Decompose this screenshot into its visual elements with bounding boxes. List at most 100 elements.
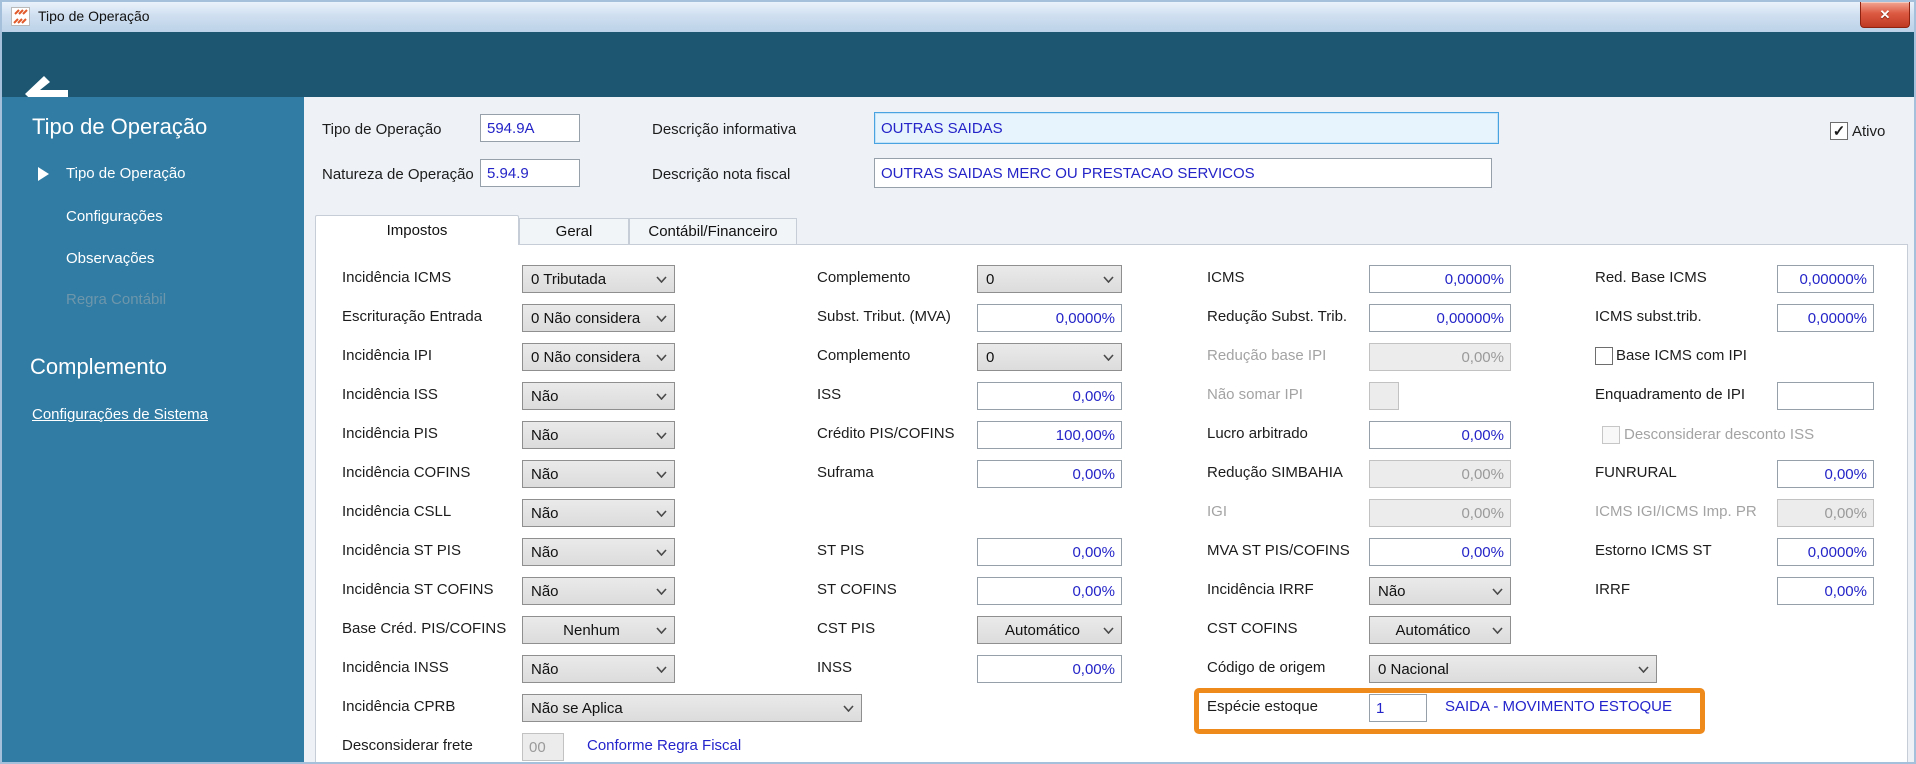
irrf-label: IRRF bbox=[1595, 581, 1630, 598]
incidencia-ipi-label: Incidência IPI bbox=[342, 347, 433, 364]
titlebar: Tipo de Operação ✕ bbox=[2, 2, 1914, 33]
chevron-down-icon bbox=[1103, 626, 1114, 634]
icms-subst-trib-input[interactable]: 0,0000% bbox=[1777, 304, 1874, 332]
estorno-icms-st-input[interactable]: 0,0000% bbox=[1777, 538, 1874, 566]
incidencia-cprb-label: Incidência CPRB bbox=[342, 698, 456, 715]
incidencia-csll-select[interactable]: Não bbox=[522, 499, 675, 527]
enquadramento-de-ipi-input[interactable] bbox=[1777, 382, 1874, 410]
base-cred-pis-cofins-label: Base Créd. PIS/COFINS bbox=[342, 620, 507, 637]
enquadramento-de-ipi-label: Enquadramento de IPI bbox=[1595, 386, 1746, 403]
chevron-down-icon bbox=[656, 392, 667, 400]
red-base-icms-input[interactable]: 0,00000% bbox=[1777, 265, 1874, 293]
icms-input[interactable]: 0,0000% bbox=[1369, 265, 1511, 293]
suframa-input[interactable]: 0,00% bbox=[977, 460, 1122, 488]
reducao-base-ipi-label: Redução base IPI bbox=[1207, 347, 1327, 364]
complemento-icms-select[interactable]: 0 bbox=[977, 265, 1122, 293]
cst-cofins-select[interactable]: Automático bbox=[1369, 616, 1511, 644]
close-button[interactable]: ✕ bbox=[1860, 2, 1910, 28]
st-pis-input[interactable]: 0,00% bbox=[977, 538, 1122, 566]
incidencia-cprb-select[interactable]: Não se Aplica bbox=[522, 694, 862, 722]
cst-cofins-label: CST COFINS bbox=[1207, 620, 1298, 637]
incidencia-irrf-select[interactable]: Não bbox=[1369, 577, 1511, 605]
incidencia-ipi-select[interactable]: 0 Não considera bbox=[522, 343, 675, 371]
base-cred-pis-cofins-select[interactable]: Nenhum bbox=[522, 616, 675, 644]
incidencia-icms-select[interactable]: 0 Tributada bbox=[522, 265, 675, 293]
irrf-input[interactable]: 0,00% bbox=[1777, 577, 1874, 605]
app-icon bbox=[11, 7, 30, 26]
descricao-nota-fiscal-label: Descrição nota fiscal bbox=[652, 166, 791, 183]
tipo-operacao-input[interactable]: 594.9A bbox=[480, 114, 580, 142]
reducao-simbahia-input: 0,00% bbox=[1369, 460, 1511, 488]
descricao-nota-fiscal-input[interactable]: OUTRAS SAIDAS MERC OU PRESTACAO SERVICOS bbox=[874, 158, 1492, 188]
inss-label: INSS bbox=[817, 659, 853, 676]
icms-igi-imp-pr-input: 0,00% bbox=[1777, 499, 1874, 527]
natureza-operacao-input[interactable]: 5.94.9 bbox=[480, 159, 580, 187]
descricao-informativa-input[interactable]: OUTRAS SAIDAS bbox=[874, 112, 1499, 144]
descricao-informativa-label: Descrição informativa bbox=[652, 121, 797, 138]
mva-st-pis-cofins-input[interactable]: 0,00% bbox=[1369, 538, 1511, 566]
funrural-label: FUNRURAL bbox=[1595, 464, 1677, 481]
iss-input[interactable]: 0,00% bbox=[977, 382, 1122, 410]
funrural-input[interactable]: 0,00% bbox=[1777, 460, 1874, 488]
base-icms-com-ipi-checkbox[interactable] bbox=[1595, 347, 1613, 365]
chevron-down-icon bbox=[843, 704, 854, 712]
chevron-down-icon bbox=[656, 509, 667, 517]
estorno-icms-st-label: Estorno ICMS ST bbox=[1595, 542, 1712, 559]
sidebar-link-configuracoes-de-sistema[interactable]: Configurações de Sistema bbox=[32, 406, 208, 423]
incidencia-cofins-label: Incidência COFINS bbox=[342, 464, 471, 481]
desconsiderar-desconto-iss-label: Desconsiderar desconto ISS bbox=[1624, 426, 1815, 443]
tab-contabil-financeiro[interactable]: Contábil/Financeiro bbox=[629, 218, 797, 245]
st-cofins-input[interactable]: 0,00% bbox=[977, 577, 1122, 605]
ativo-checkbox[interactable]: ✓ bbox=[1830, 122, 1848, 140]
st-pis-label: ST PIS bbox=[817, 542, 865, 559]
conforme-regra-fiscal-link[interactable]: Conforme Regra Fiscal bbox=[587, 737, 742, 754]
incidencia-cofins-select[interactable]: Não bbox=[522, 460, 675, 488]
sidebar-item-configuracoes[interactable]: Configurações bbox=[66, 208, 163, 225]
inss-input[interactable]: 0,00% bbox=[977, 655, 1122, 683]
reducao-simbahia-label: Redução SIMBAHIA bbox=[1207, 464, 1343, 481]
credito-pis-cofins-input[interactable]: 100,00% bbox=[977, 421, 1122, 449]
suframa-label: Suframa bbox=[817, 464, 874, 481]
codigo-de-origem-select[interactable]: 0 Nacional bbox=[1369, 655, 1657, 683]
complemento-ipi-select[interactable]: 0 bbox=[977, 343, 1122, 371]
especie-estoque-description: SAIDA - MOVIMENTO ESTOQUE bbox=[1445, 698, 1672, 715]
incidencia-iss-select[interactable]: Não bbox=[522, 382, 675, 410]
codigo-de-origem-label: Código de origem bbox=[1207, 659, 1326, 676]
sidebar-section-tipo-de-operacao: Tipo de Operação bbox=[32, 114, 208, 139]
incidencia-pis-select[interactable]: Não bbox=[522, 421, 675, 449]
cst-pis-label: CST PIS bbox=[817, 620, 876, 637]
cst-pis-select[interactable]: Automático bbox=[977, 616, 1122, 644]
subst-tribut-mva-label: Subst. Tribut. (MVA) bbox=[817, 308, 951, 325]
incidencia-inss-label: Incidência INSS bbox=[342, 659, 449, 676]
especie-estoque-label: Espécie estoque bbox=[1207, 698, 1318, 715]
icms-igi-imp-pr-label: ICMS IGI/ICMS Imp. PR bbox=[1595, 503, 1757, 520]
chevron-down-icon bbox=[656, 626, 667, 634]
desconsiderar-frete-input: 00 bbox=[522, 733, 564, 761]
incidencia-inss-select[interactable]: Não bbox=[522, 655, 675, 683]
especie-estoque-input[interactable]: 1 bbox=[1369, 694, 1427, 722]
reducao-subst-trib-input[interactable]: 0,00000% bbox=[1369, 304, 1511, 332]
close-icon: ✕ bbox=[1879, 6, 1891, 22]
desconsiderar-frete-label: Desconsiderar frete bbox=[342, 737, 473, 754]
subst-tribut-mva-input[interactable]: 0,0000% bbox=[977, 304, 1122, 332]
nao-somar-ipi-label: Não somar IPI bbox=[1207, 386, 1303, 403]
red-base-icms-label: Red. Base ICMS bbox=[1595, 269, 1707, 286]
sidebar-item-tipo-de-operacao[interactable]: Tipo de Operação bbox=[66, 165, 186, 182]
incidencia-st-pis-select[interactable]: Não bbox=[522, 538, 675, 566]
sidebar-item-regra-contabil: Regra Contábil bbox=[66, 291, 167, 308]
escrituracao-entrada-select[interactable]: 0 Não considera bbox=[522, 304, 675, 332]
tab-impostos[interactable]: Impostos bbox=[315, 215, 519, 245]
tab-geral[interactable]: Geral bbox=[519, 218, 629, 245]
sidebar-item-observacoes[interactable]: Observações bbox=[66, 250, 155, 267]
chevron-down-icon bbox=[656, 353, 667, 361]
complemento-ipi-label: Complemento bbox=[817, 347, 911, 364]
chevron-down-icon bbox=[1103, 275, 1114, 283]
incidencia-st-cofins-select[interactable]: Não bbox=[522, 577, 675, 605]
chevron-down-icon bbox=[1492, 587, 1503, 595]
incidencia-pis-label: Incidência PIS bbox=[342, 425, 438, 442]
chevron-down-icon bbox=[1492, 626, 1503, 634]
reducao-base-ipi-input: 0,00% bbox=[1369, 343, 1511, 371]
desconsiderar-desconto-iss-checkbox bbox=[1602, 426, 1620, 444]
sidebar-section-complemento: Complemento bbox=[30, 354, 167, 379]
lucro-arbitrado-input[interactable]: 0,00% bbox=[1369, 421, 1511, 449]
